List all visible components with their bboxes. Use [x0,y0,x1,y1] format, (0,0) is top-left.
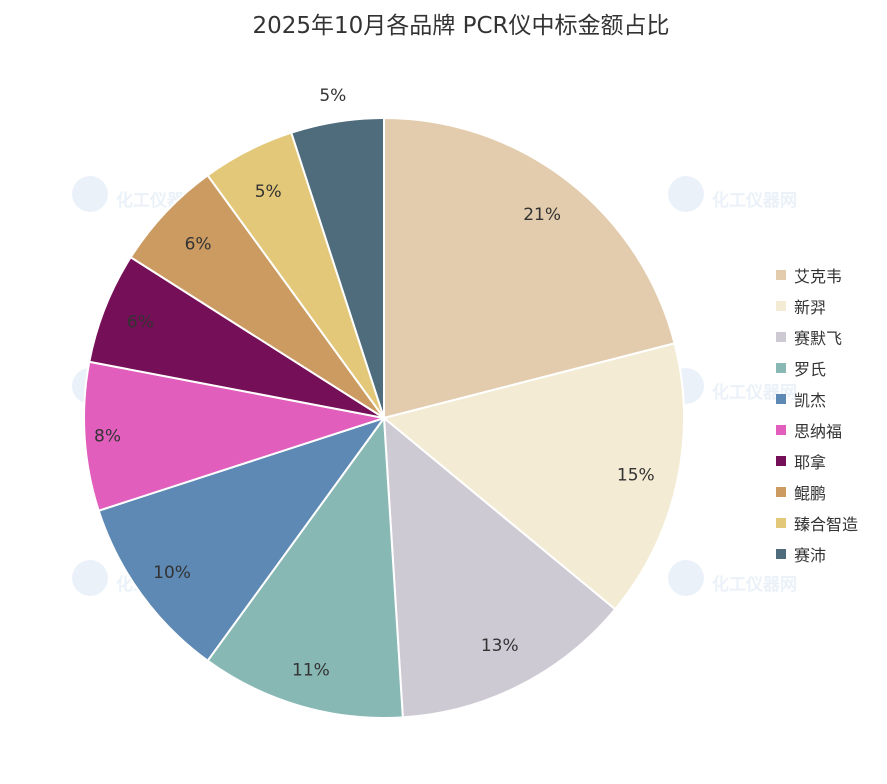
slice-percent-label: 6% [185,234,212,254]
legend-label: 艾克韦 [794,266,843,286]
legend-label: 臻合智造 [794,514,859,534]
pie-slice [290,116,385,419]
slice-percent-label: 5% [255,182,282,202]
legend: 艾克韦新羿赛默飞罗氏凯杰思纳福耶拿鲲鹏臻合智造赛沛 [776,259,858,569]
legend-swatch [776,393,786,404]
legend-label: 凯杰 [794,390,827,410]
slice-percent-label: 8% [94,426,121,446]
legend-swatch [776,548,786,559]
legend-swatch [776,362,786,373]
legend-item[interactable]: 臻合智造 [776,507,858,538]
legend-label: 赛沛 [794,545,827,565]
pie-labels: 21% 15% 13% 11% 10% 8% 6% 6% 5% 5% [94,86,655,681]
pie-slice [383,116,676,420]
legend-swatch [776,455,786,466]
legend-item[interactable]: 艾克韦 [776,259,858,290]
legend-item[interactable]: 耶拿 [776,445,858,476]
slice-percent-label: 10% [153,563,191,583]
pie-slice [381,342,685,611]
pie-slice [97,416,387,663]
legend-swatch [776,486,786,497]
legend-label: 思纳福 [794,421,843,441]
legend-swatch [776,300,786,311]
slice-percent-label: 15% [617,465,655,485]
pie-slice [83,360,385,512]
legend-swatch [776,424,786,435]
legend-item[interactable]: 鲲鹏 [776,476,858,507]
pie-slice [206,415,404,719]
legend-item[interactable]: 赛默飞 [776,321,858,352]
legend-label: 耶拿 [794,452,827,472]
legend-swatch [776,269,786,280]
slice-percent-label: 13% [481,636,519,656]
legend-label: 罗氏 [794,359,827,379]
legend-item[interactable]: 思纳福 [776,414,858,445]
slice-percent-label: 11% [292,661,330,681]
legend-item[interactable]: 赛沛 [776,538,858,569]
slice-percent-label: 21% [523,205,561,225]
legend-item[interactable]: 凯杰 [776,383,858,414]
pie-slices [83,116,685,719]
slice-percent-label: 5% [319,86,346,106]
chart-title: 2025年10月各品牌 PCR仪中标金额占比 [252,13,670,39]
legend-item[interactable]: 罗氏 [776,352,858,383]
legend-label: 赛默飞 [794,328,843,348]
legend-swatch [776,331,786,342]
legend-item[interactable]: 新羿 [776,290,858,321]
slice-percent-label: 6% [127,313,154,333]
legend-swatch [776,517,786,528]
legend-label: 鲲鹏 [794,483,827,503]
legend-label: 新羿 [794,297,827,317]
pie-slice [382,415,617,719]
